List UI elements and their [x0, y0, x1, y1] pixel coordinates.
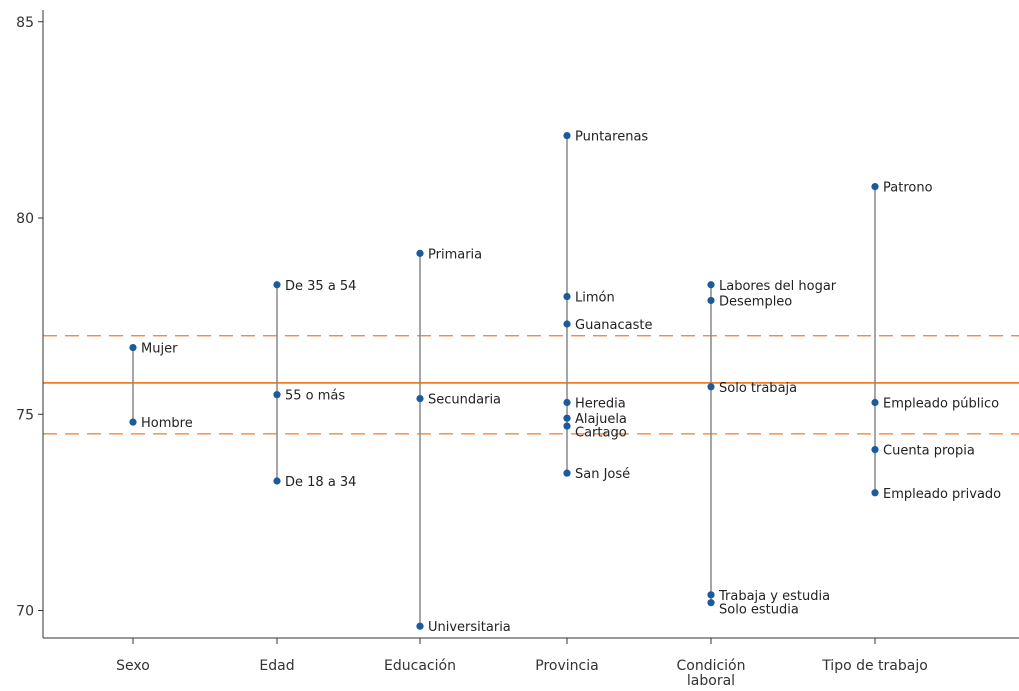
data-point	[563, 398, 571, 407]
data-point	[707, 591, 715, 599]
point-label: Cuenta propia	[883, 444, 975, 459]
data-point	[563, 422, 571, 430]
data-point	[707, 599, 715, 607]
point-label: 55 o más	[285, 389, 345, 404]
point-label: Hombre	[141, 416, 193, 431]
point-label: Universitaria	[428, 620, 511, 635]
point-label: Puntarenas	[575, 130, 648, 145]
data-point	[416, 394, 424, 403]
point-label: Empleado público	[883, 397, 999, 412]
data-point	[871, 183, 879, 191]
data-point	[273, 281, 281, 289]
point-label: Heredia	[575, 397, 626, 412]
point-label: Empleado privado	[883, 487, 1001, 502]
point-label: Guanacaste	[575, 318, 652, 333]
data-point	[871, 489, 879, 497]
point-label: Solo estudia	[719, 602, 799, 617]
category-group: Educación Primaria Secundaria Universitaria	[384, 247, 511, 674]
point-label: Secundaria	[428, 393, 501, 408]
data-point	[273, 477, 281, 485]
x-tick-label: Condición laboral	[676, 658, 745, 689]
x-tick-label: Edad	[259, 658, 294, 674]
data-point	[129, 343, 137, 352]
data-point	[563, 132, 571, 140]
data-point	[563, 320, 571, 328]
point-label: Limón	[575, 291, 615, 306]
axes: 70 75 80 85	[16, 10, 1019, 639]
data-point	[563, 414, 571, 422]
category-groups: Sexo Mujer Hombre Edad De 35 a 54 55 o más De …	[116, 130, 1001, 689]
point-label: Labores del hogar	[719, 279, 837, 294]
point-label: De 35 a 54	[285, 279, 356, 294]
x-tick-label: Provincia	[535, 658, 598, 674]
data-point	[871, 398, 879, 407]
point-label: Desempleo	[719, 294, 792, 309]
y-tick-label: 75	[16, 407, 34, 423]
point-label: Solo trabaja	[719, 381, 797, 396]
data-point	[707, 296, 715, 305]
category-group: Provincia Puntarenas Limón Guanacaste Heredi…	[535, 130, 652, 674]
y-tick-label: 70	[16, 604, 34, 620]
x-tick-label: Tipo de trabajo	[821, 658, 928, 674]
data-point	[273, 391, 281, 399]
point-label: Alajuela	[575, 412, 627, 427]
point-label: Primaria	[428, 247, 482, 262]
category-group: Condición laboral Labores del hogarDesempl…	[676, 279, 836, 689]
data-point	[129, 418, 137, 426]
data-point	[707, 281, 715, 289]
category-group: Edad De 35 a 54 55 o más De 18 a 34	[259, 279, 356, 674]
reference-lines	[43, 335, 1019, 435]
category-group: Tipo de trabajo Patrono Empleado público Cu…	[821, 181, 1001, 674]
data-point	[416, 249, 424, 257]
x-tick-label: Sexo	[116, 658, 150, 674]
data-point	[563, 292, 571, 301]
point-label: San José	[575, 467, 630, 482]
category-group: Sexo Mujer Hombre	[116, 342, 193, 674]
y-tick-label: 80	[16, 211, 34, 227]
data-point	[563, 469, 571, 477]
data-point	[416, 622, 424, 630]
point-label: Patrono	[883, 181, 933, 196]
point-label: De 18 a 34	[285, 475, 356, 490]
point-label: Trabaja y estudia	[718, 589, 830, 604]
point-label: Cartago	[575, 426, 627, 441]
point-label: Mujer	[141, 342, 178, 357]
data-point	[707, 383, 715, 391]
y-tick-label: 85	[16, 15, 34, 31]
data-point	[871, 446, 879, 454]
x-tick-label: Educación	[384, 658, 456, 674]
